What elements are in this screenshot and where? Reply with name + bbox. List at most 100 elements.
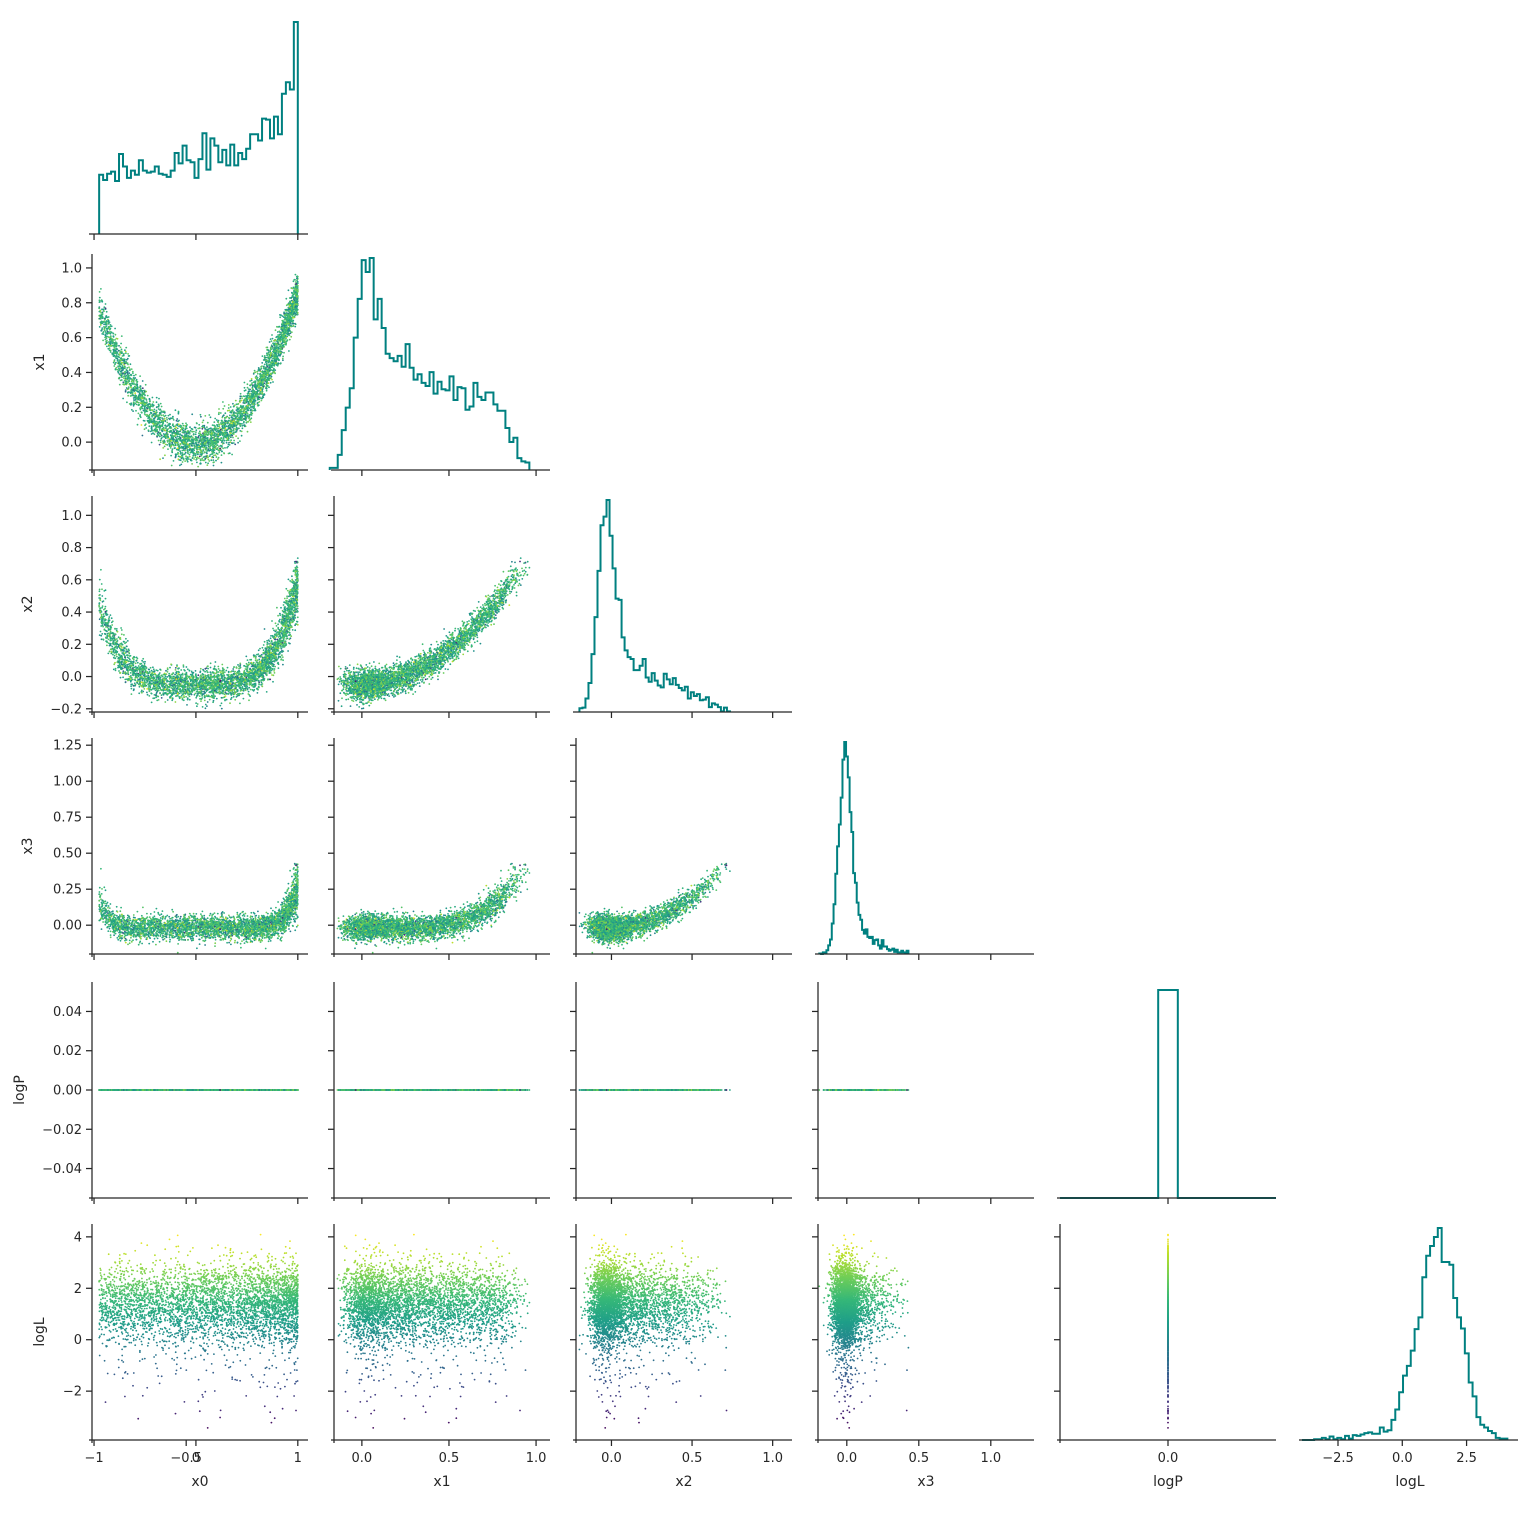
point bbox=[201, 428, 203, 430]
point bbox=[199, 437, 201, 439]
point bbox=[291, 292, 293, 294]
point bbox=[223, 438, 225, 440]
point bbox=[249, 419, 251, 421]
point bbox=[141, 411, 143, 413]
point bbox=[125, 389, 127, 391]
point bbox=[293, 280, 295, 282]
point bbox=[213, 421, 215, 423]
point bbox=[105, 343, 107, 345]
point bbox=[168, 418, 170, 420]
point bbox=[221, 451, 223, 453]
point bbox=[187, 461, 189, 463]
point bbox=[224, 405, 226, 407]
point bbox=[187, 443, 189, 445]
point bbox=[145, 398, 147, 400]
point bbox=[121, 349, 123, 351]
point bbox=[249, 404, 251, 406]
point bbox=[175, 409, 177, 411]
point bbox=[216, 419, 218, 421]
point bbox=[113, 355, 115, 357]
point bbox=[226, 442, 228, 444]
point bbox=[133, 381, 135, 383]
point bbox=[138, 413, 140, 415]
point bbox=[208, 460, 210, 462]
point bbox=[109, 349, 111, 351]
point bbox=[230, 439, 232, 441]
point bbox=[270, 347, 272, 349]
point bbox=[196, 422, 198, 424]
point bbox=[160, 441, 162, 443]
point bbox=[199, 456, 201, 458]
point bbox=[99, 297, 101, 299]
point bbox=[220, 412, 222, 414]
point bbox=[250, 421, 252, 423]
point bbox=[260, 371, 262, 373]
point bbox=[166, 417, 168, 419]
point bbox=[231, 442, 233, 444]
point bbox=[166, 419, 168, 421]
point bbox=[289, 339, 291, 341]
point bbox=[159, 458, 161, 460]
point bbox=[243, 421, 245, 423]
point bbox=[134, 392, 136, 394]
point bbox=[108, 321, 110, 323]
point bbox=[218, 413, 220, 415]
point bbox=[138, 402, 140, 404]
point bbox=[186, 424, 188, 426]
point bbox=[142, 435, 144, 437]
point bbox=[171, 451, 173, 453]
point bbox=[103, 324, 105, 326]
point bbox=[193, 458, 195, 460]
point bbox=[257, 380, 259, 382]
point bbox=[189, 426, 191, 428]
point bbox=[253, 395, 255, 397]
point bbox=[105, 337, 107, 339]
point bbox=[236, 403, 238, 405]
point bbox=[293, 279, 295, 281]
point bbox=[205, 462, 207, 464]
point bbox=[233, 430, 235, 432]
point bbox=[240, 393, 242, 395]
point bbox=[223, 453, 225, 455]
point bbox=[184, 425, 186, 427]
point bbox=[272, 342, 274, 344]
point bbox=[232, 403, 234, 405]
point bbox=[178, 453, 180, 455]
point bbox=[115, 347, 117, 349]
point bbox=[173, 460, 175, 462]
point bbox=[207, 462, 209, 464]
point bbox=[244, 390, 246, 392]
point bbox=[104, 334, 106, 336]
point bbox=[218, 446, 220, 448]
point bbox=[161, 430, 163, 432]
point bbox=[271, 366, 273, 368]
point bbox=[161, 415, 163, 417]
point bbox=[279, 316, 281, 318]
point bbox=[288, 289, 290, 291]
point bbox=[131, 368, 133, 370]
point bbox=[158, 440, 160, 442]
point bbox=[176, 420, 178, 422]
hist-logP bbox=[1060, 990, 1276, 1198]
point bbox=[182, 455, 184, 457]
point bbox=[213, 465, 215, 467]
point bbox=[172, 418, 174, 420]
point bbox=[258, 404, 260, 406]
point bbox=[247, 431, 249, 433]
point bbox=[271, 379, 273, 381]
point bbox=[244, 382, 246, 384]
point bbox=[170, 417, 172, 419]
point bbox=[238, 403, 240, 405]
point bbox=[186, 428, 188, 430]
point bbox=[135, 389, 137, 391]
point bbox=[217, 439, 219, 441]
point bbox=[99, 291, 101, 293]
hist-logL-line bbox=[1302, 1228, 1507, 1440]
point bbox=[186, 438, 188, 440]
point bbox=[142, 380, 144, 382]
point bbox=[146, 407, 148, 409]
point bbox=[224, 432, 226, 434]
point bbox=[235, 435, 237, 437]
point bbox=[202, 422, 204, 424]
point bbox=[159, 427, 161, 429]
